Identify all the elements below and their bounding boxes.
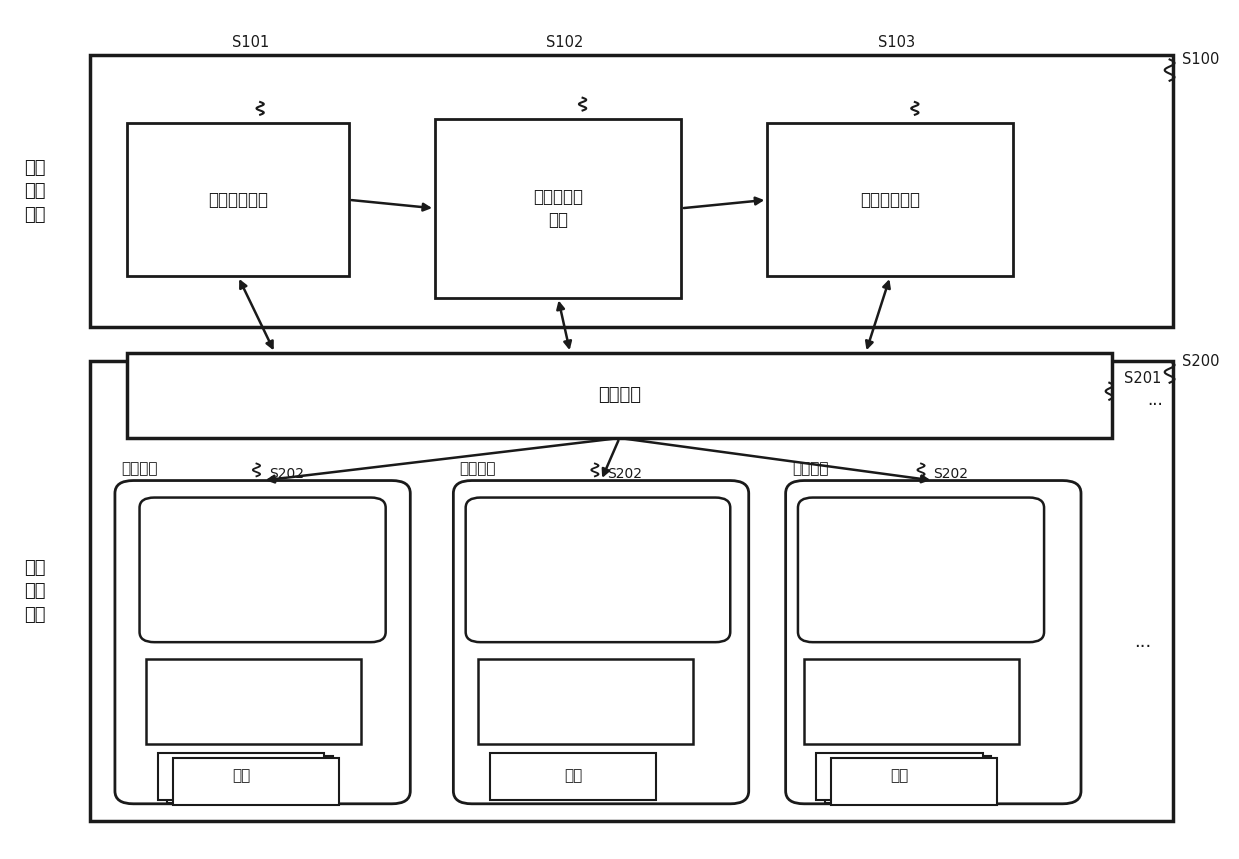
Bar bbox=[831, 758, 997, 805]
Text: 工作节点: 工作节点 bbox=[460, 461, 496, 476]
Text: 作业
调度
装置: 作业 调度 装置 bbox=[25, 159, 46, 224]
Text: 执行器: 执行器 bbox=[572, 677, 600, 692]
Bar bbox=[146, 659, 361, 744]
Text: S101: S101 bbox=[232, 35, 269, 50]
FancyBboxPatch shape bbox=[466, 497, 730, 643]
Text: ...: ... bbox=[1147, 391, 1162, 409]
Bar bbox=[478, 659, 694, 744]
FancyBboxPatch shape bbox=[798, 497, 1044, 643]
Text: S103: S103 bbox=[878, 35, 916, 50]
Text: S201: S201 bbox=[1124, 371, 1161, 386]
FancyBboxPatch shape bbox=[140, 497, 385, 643]
FancyBboxPatch shape bbox=[786, 480, 1080, 804]
Text: 作业
运行
装置: 作业 运行 装置 bbox=[25, 558, 46, 624]
Bar bbox=[159, 752, 325, 800]
Text: 作业预加载
模块: 作业预加载 模块 bbox=[533, 187, 584, 229]
Text: ...: ... bbox=[1134, 633, 1151, 651]
Text: 资源调度模块: 资源调度模块 bbox=[860, 191, 921, 209]
Text: S202: S202 bbox=[269, 466, 304, 481]
Text: 工作节点
代理程序: 工作节点 代理程序 bbox=[579, 517, 617, 551]
Bar bbox=[804, 659, 1020, 744]
Bar bbox=[817, 752, 983, 800]
Text: 执行器: 执行器 bbox=[898, 677, 926, 692]
Text: S202: S202 bbox=[933, 466, 969, 481]
Text: 作业: 作业 bbox=[891, 769, 908, 783]
Text: 工作节点: 工作节点 bbox=[792, 461, 829, 476]
Text: 作业: 作业 bbox=[564, 769, 582, 783]
Text: S200: S200 bbox=[1182, 354, 1219, 369]
Text: S102: S102 bbox=[545, 35, 584, 50]
Bar bbox=[90, 55, 1173, 327]
Bar bbox=[166, 756, 333, 802]
Bar bbox=[435, 119, 681, 298]
Text: 作业管理模块: 作业管理模块 bbox=[208, 191, 268, 209]
Text: 工作节点: 工作节点 bbox=[121, 461, 157, 476]
Text: 主控节点: 主控节点 bbox=[598, 387, 641, 405]
Bar bbox=[172, 758, 339, 805]
Text: 代理程序: 代理程序 bbox=[902, 527, 940, 541]
FancyBboxPatch shape bbox=[115, 480, 410, 804]
Text: 执行器: 执行器 bbox=[239, 677, 268, 692]
Text: 代理程序: 代理程序 bbox=[243, 527, 281, 541]
Bar bbox=[90, 362, 1173, 821]
Text: S100: S100 bbox=[1182, 52, 1219, 67]
Bar bbox=[767, 123, 1014, 277]
Bar bbox=[491, 752, 657, 800]
Bar bbox=[128, 123, 348, 277]
Text: S202: S202 bbox=[607, 466, 642, 481]
Bar bbox=[825, 756, 991, 802]
Bar bbox=[128, 353, 1111, 438]
FancyBboxPatch shape bbox=[453, 480, 748, 804]
Text: 作业: 作业 bbox=[232, 769, 250, 783]
